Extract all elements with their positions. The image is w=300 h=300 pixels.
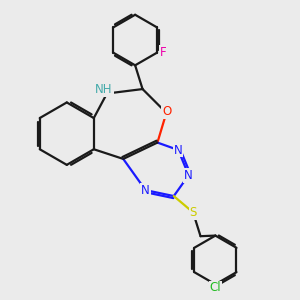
- Text: NH: NH: [95, 83, 113, 97]
- Text: Cl: Cl: [210, 281, 221, 294]
- Text: N: N: [141, 184, 150, 196]
- Text: F: F: [160, 46, 166, 59]
- Text: S: S: [189, 206, 197, 219]
- Text: O: O: [162, 105, 172, 118]
- Text: N: N: [184, 169, 193, 182]
- Text: N: N: [174, 143, 183, 157]
